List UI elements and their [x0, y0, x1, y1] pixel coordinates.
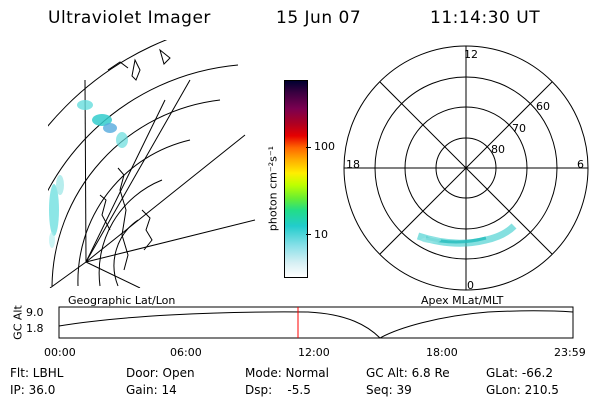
info-glon: GLon: 210.5	[486, 383, 559, 397]
alt-xtick-0000: 00:00	[44, 346, 76, 359]
alt-xtick-1200: 12:00	[298, 346, 330, 359]
mlt-label-6: 6	[577, 158, 584, 171]
alt-xtick-0600: 06:00	[170, 346, 202, 359]
altitude-plot	[58, 306, 574, 339]
info-door: Door: Open	[126, 366, 195, 380]
colorbar-tick-100	[306, 147, 311, 148]
alt-ytick-1.8: 1.8	[26, 322, 44, 335]
mlat-label-70: 70	[512, 122, 526, 135]
geographic-map	[48, 40, 256, 288]
polar-panel-label: Apex MLat/MLT	[421, 294, 504, 307]
mlt-label-12: 12	[464, 48, 478, 61]
alt-xtick-1800: 18:00	[426, 346, 458, 359]
alt-ytick-9: 9.0	[26, 306, 44, 319]
colorbar-tick-label-10: 10	[314, 228, 328, 241]
alt-plot-ylabel: GC Alt	[11, 305, 25, 340]
info-gain: Gain: 14	[126, 383, 177, 397]
info-glat: GLat: -66.2	[486, 366, 553, 380]
geo-panel-label: Geographic Lat/Lon	[68, 294, 176, 307]
colorbar-tick-10	[306, 234, 311, 235]
info-dsp: Dsp: -5.5	[245, 383, 311, 397]
info-seq: Seq: 39	[366, 383, 412, 397]
aurora-polar	[416, 223, 517, 247]
mlt-label-0: 0	[467, 279, 474, 292]
date-label: 15 Jun 07	[276, 8, 362, 28]
colorbar-tick-label-100: 100	[314, 140, 335, 153]
colorbar-label: photon cm⁻²s⁻¹	[266, 145, 280, 232]
mlat-label-60: 60	[536, 100, 550, 113]
polar-map	[343, 45, 589, 291]
info-gc-alt: GC Alt: 6.8 Re	[366, 366, 450, 380]
alt-xtick-2359: 23:59	[554, 346, 586, 359]
info-filter: Flt: LBHL	[10, 366, 64, 380]
info-mode: Mode: Normal	[245, 366, 329, 380]
time-label: 11:14:30 UT	[430, 8, 541, 28]
colorbar	[284, 80, 308, 278]
instrument-title: Ultraviolet Imager	[48, 8, 211, 28]
info-ip: IP: 36.0	[10, 383, 56, 397]
mlt-label-18: 18	[346, 158, 360, 171]
aurora-geo	[49, 100, 128, 248]
mlat-label-80: 80	[491, 143, 505, 156]
